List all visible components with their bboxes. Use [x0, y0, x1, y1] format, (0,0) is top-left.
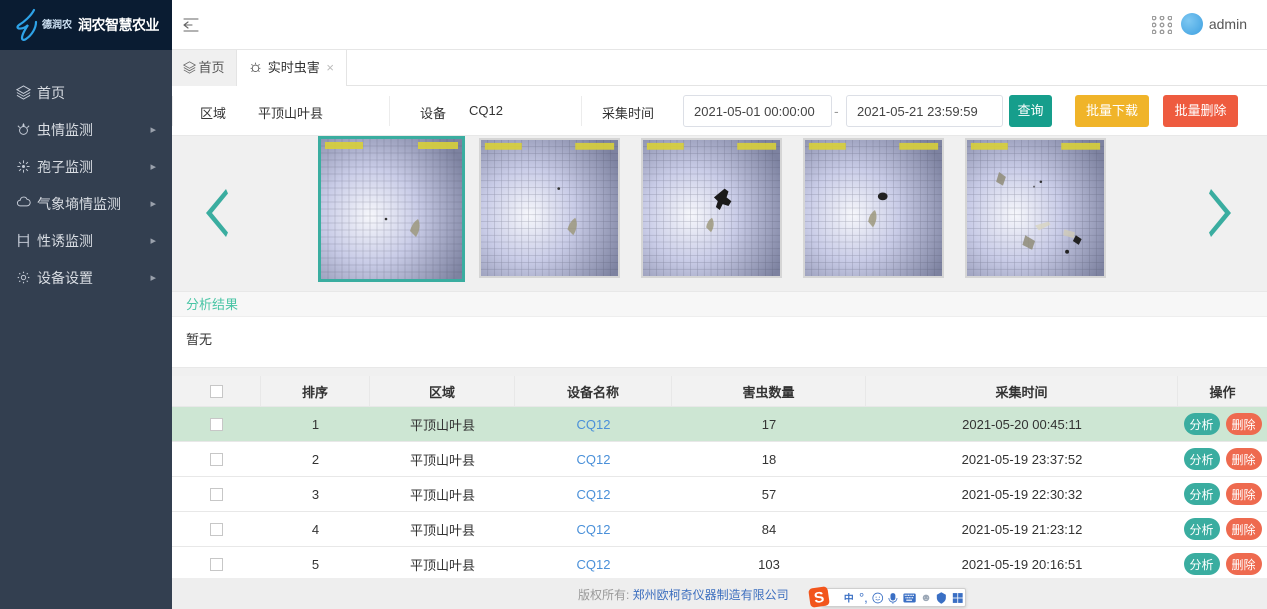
svg-text:S: S	[813, 589, 825, 607]
svg-text:中: 中	[844, 591, 854, 604]
